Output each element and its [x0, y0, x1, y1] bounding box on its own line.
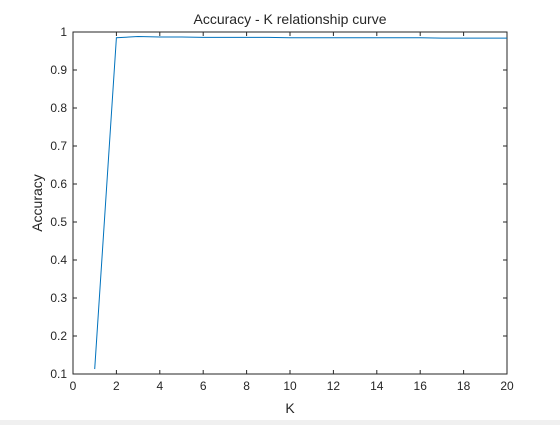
- y-tick-label: 0.5: [50, 215, 67, 229]
- y-tick-label: 0.4: [50, 253, 67, 267]
- chart-title: Accuracy - K relationship curve: [194, 11, 387, 27]
- x-tick-label: 20: [500, 379, 514, 393]
- tick-layer: 0 2 4 6 8 10 12 14 16 18 20 0.1 0.2 0.3 0.4 0.5 0.6 0.7 0.…: [50, 25, 514, 393]
- y-tick-label: 0.9: [50, 63, 67, 77]
- x-tick-label: 0: [70, 379, 77, 393]
- y-tick-label: 0.6: [50, 177, 67, 191]
- y-tick-label: 0.2: [50, 329, 67, 343]
- x-tick-label: 4: [156, 379, 163, 393]
- x-tick-label: 18: [457, 379, 471, 393]
- x-tick-label: 2: [113, 379, 120, 393]
- y-tick-label: 1: [60, 25, 67, 39]
- plot-area: [72, 31, 508, 375]
- x-tick-label: 16: [414, 379, 428, 393]
- x-tick-label: 10: [283, 379, 297, 393]
- x-tick-label: 14: [370, 379, 384, 393]
- x-tick-label: 12: [327, 379, 341, 393]
- x-axis-label: K: [285, 400, 295, 416]
- series-line: [94, 36, 507, 370]
- x-tick-label: 6: [200, 379, 207, 393]
- y-tick-label: 0.7: [50, 139, 67, 153]
- y-tick-label: 0.3: [50, 291, 67, 305]
- y-tick-label: 0.1: [50, 367, 67, 381]
- y-tick-label: 0.8: [50, 101, 67, 115]
- x-tick-label: 8: [243, 379, 250, 393]
- y-axis-label: Accuracy: [29, 174, 45, 232]
- series-layer: [94, 36, 507, 370]
